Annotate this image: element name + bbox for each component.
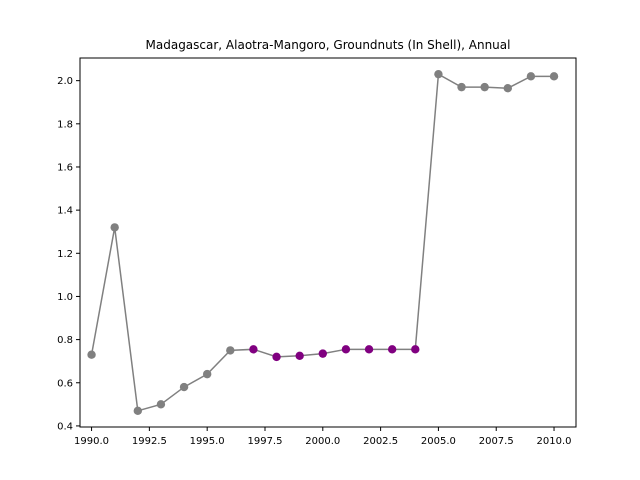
y-tick-label: 0.4	[57, 421, 73, 432]
data-point	[411, 345, 420, 354]
data-point	[133, 406, 143, 416]
x-tick-label: 1990.0	[74, 436, 109, 447]
data-point	[364, 345, 374, 354]
data-point	[526, 72, 536, 81]
x-tick-label: 2010.0	[537, 436, 572, 447]
data-point	[341, 345, 351, 354]
data-point	[549, 72, 559, 81]
data-point	[295, 351, 304, 360]
data-point	[156, 400, 166, 409]
plot-area	[87, 69, 559, 416]
y-axis: 0.4 0.6 0.8 1.0 1.2 1.4 1.6 1.8 2.0	[57, 76, 80, 432]
data-point	[503, 84, 512, 93]
x-tick-label: 1995.0	[190, 436, 225, 447]
data-point	[480, 82, 489, 92]
data-point	[434, 69, 443, 79]
x-tick-label: 1992.5	[132, 436, 167, 447]
x-tick-label: 2002.5	[363, 436, 398, 447]
series-line	[90, 72, 555, 412]
data-point	[318, 349, 327, 358]
y-tick-label: 1.8	[57, 119, 73, 130]
x-tick-label: 2000.0	[305, 436, 340, 447]
y-tick-label: 1.4	[57, 206, 73, 217]
x-tick-label: 2005.0	[421, 436, 456, 447]
data-point	[202, 369, 212, 379]
chart-title: Madagascar, Alaotra-Mangoro, Groundnuts …	[146, 38, 511, 52]
data-point	[110, 223, 119, 232]
data-point	[457, 82, 466, 92]
y-tick-label: 1.6	[57, 162, 73, 173]
axes-frame	[79, 57, 577, 428]
data-point	[249, 345, 258, 354]
data-point	[87, 350, 96, 359]
data-point	[272, 352, 281, 362]
data-point	[387, 345, 397, 354]
y-tick-label: 1.0	[57, 292, 73, 303]
y-tick-label: 0.6	[57, 378, 73, 389]
x-axis: 1990.0 1992.5 1995.0 1997.5 2000.0 2002.5 2005…	[74, 427, 572, 447]
data-point	[226, 346, 235, 355]
x-tick-label: 2007.5	[479, 436, 514, 447]
y-tick-label: 0.8	[57, 335, 73, 346]
data-point	[179, 382, 189, 392]
y-tick-label: 2.0	[57, 76, 73, 87]
y-tick-label: 1.2	[57, 249, 73, 260]
x-tick-label: 1997.5	[247, 436, 282, 447]
